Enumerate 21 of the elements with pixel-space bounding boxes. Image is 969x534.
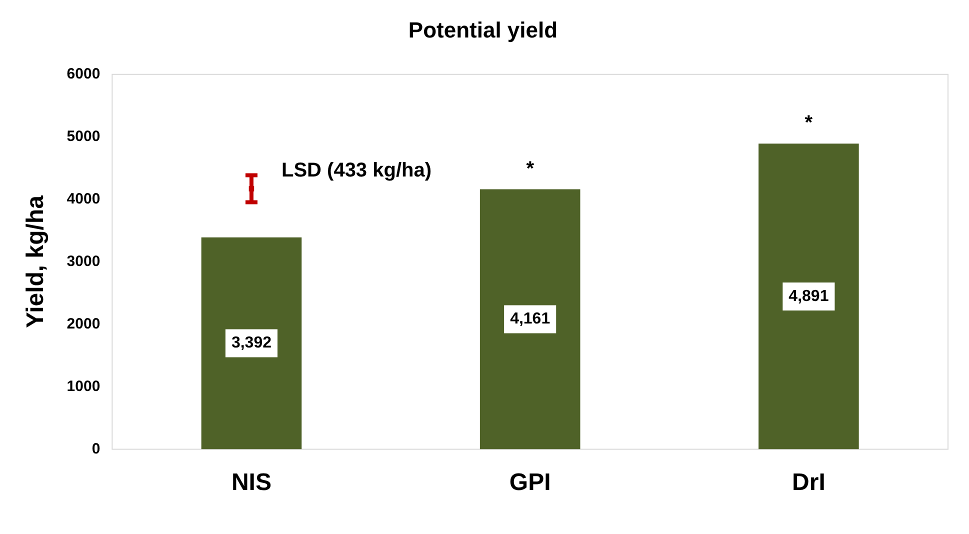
y-tick-label: 1000: [66, 378, 100, 395]
data-label: 4,161: [510, 310, 550, 328]
y-tick-label: 3000: [66, 252, 100, 270]
x-tick-label: GPI: [509, 469, 551, 496]
y-tick-label: 4000: [66, 190, 100, 208]
data-label: 3,392: [231, 334, 272, 352]
data-label: 4,891: [788, 288, 829, 305]
y-tick-label: 2000: [66, 315, 100, 332]
y-axis-title: Yield, kg/ha: [22, 194, 50, 328]
y-tick-label: 0: [92, 440, 100, 458]
chart-title: Potential yield: [408, 17, 558, 42]
annotation: LSD (433 kg/ha): [281, 160, 432, 182]
bar: [480, 189, 580, 450]
y-tick-label: 5000: [66, 128, 100, 146]
y-tick-label: 6000: [66, 66, 100, 83]
x-tick-label: DrI: [792, 469, 826, 496]
bar: [201, 237, 302, 450]
bar: [758, 144, 859, 450]
annotation: *: [526, 158, 534, 180]
x-tick-label: NIS: [231, 469, 272, 496]
annotation: *: [804, 112, 813, 134]
